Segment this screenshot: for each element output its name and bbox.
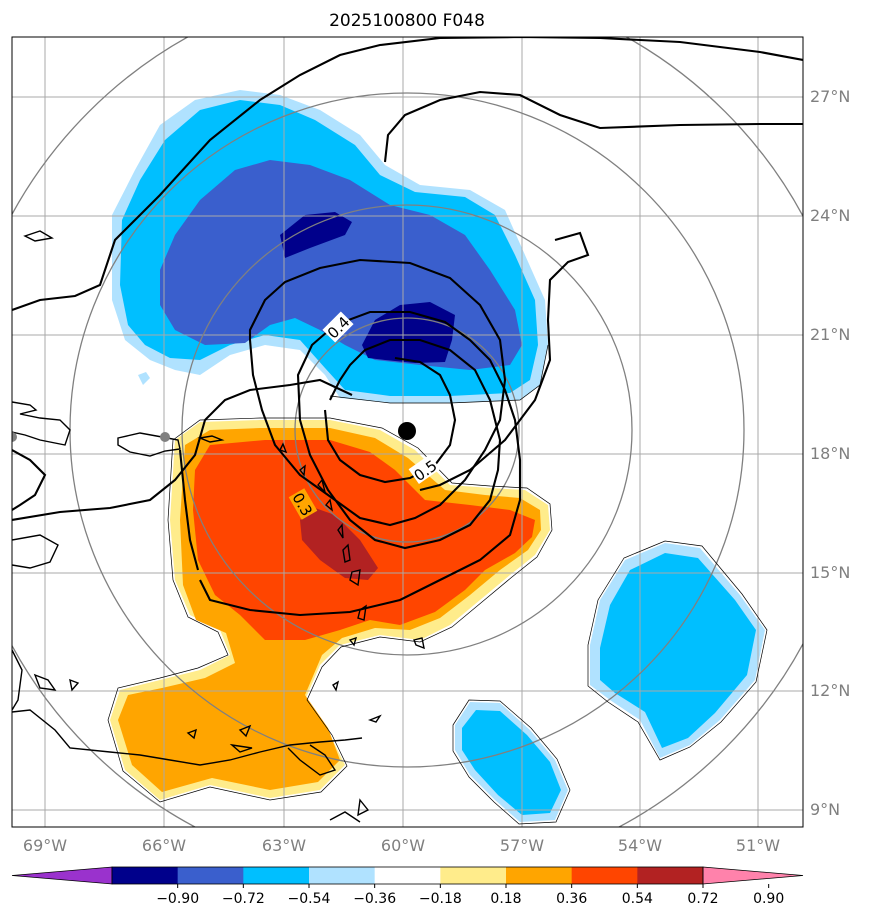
y-tick-label: 27°N xyxy=(810,87,850,106)
plot-area: 0.4 0.5 0.3 xyxy=(12,37,803,827)
y-tick-label: 15°N xyxy=(810,563,850,582)
x-tick-label: 69°W xyxy=(23,836,67,855)
colorbar-segment xyxy=(506,867,573,884)
colorbar-segment xyxy=(309,867,376,884)
chart-title: 2025100800 F048 xyxy=(329,11,485,31)
colorbar-tick-label: −0.54 xyxy=(288,891,331,907)
colorbar-tick-label: −0.18 xyxy=(419,891,462,907)
colorbar-segment xyxy=(243,867,310,884)
colorbar-tick-label: −0.90 xyxy=(156,891,199,907)
colorbar-segment xyxy=(440,867,507,884)
plot-frame xyxy=(11,36,804,828)
y-tick-label: 21°N xyxy=(810,325,850,344)
colorbar-tick-label: 0.54 xyxy=(622,891,653,907)
x-axis-ticks: 69°W 66°W 63°W 60°W 57°W 54°W 51°W xyxy=(23,836,780,855)
colorbar-tick-label: 0.90 xyxy=(753,891,784,907)
colorbar-segment xyxy=(571,867,638,884)
colorbar: −0.90 −0.72 −0.54 −0.36 −0.18 0.18 0.36 0.54 0.7… xyxy=(11,866,804,907)
shade-outlines xyxy=(107,344,768,825)
neg-region-core-north xyxy=(280,212,352,258)
x-tick-label: 66°W xyxy=(142,836,186,855)
y-tick-label: 12°N xyxy=(810,681,850,700)
colorbar-segment xyxy=(177,867,244,884)
colorbar-segment xyxy=(112,867,179,884)
x-tick-label: 60°W xyxy=(381,836,425,855)
pos-region-red xyxy=(193,440,535,640)
colorbar-tick-label: −0.36 xyxy=(353,891,396,907)
y-axis-ticks: 9°N 12°N 15°N 18°N 21°N 24°N 27°N xyxy=(810,87,850,819)
colorbar-tick-label: 0.18 xyxy=(490,891,521,907)
y-tick-label: 24°N xyxy=(810,206,850,225)
storm-center-marker xyxy=(398,422,416,440)
colorbar-tick-label: 0.36 xyxy=(556,891,587,907)
secondary-marker xyxy=(160,432,170,442)
x-tick-label: 54°W xyxy=(618,836,662,855)
colorbar-segment xyxy=(637,867,704,884)
colorbar-frame xyxy=(111,866,704,885)
colorbar-tick-label: −0.72 xyxy=(222,891,265,907)
edge-marker xyxy=(12,432,17,442)
neg-region-east xyxy=(600,553,756,748)
gridlines xyxy=(12,37,803,827)
x-tick-label: 51°W xyxy=(736,836,780,855)
x-tick-label: 57°W xyxy=(500,836,544,855)
y-tick-label: 9°N xyxy=(810,800,840,819)
y-tick-label: 18°N xyxy=(810,444,850,463)
colorbar-extend-high xyxy=(702,866,804,885)
colorbar-tick-label: 0.72 xyxy=(687,891,718,907)
x-tick-label: 63°W xyxy=(262,836,306,855)
coastlines xyxy=(12,230,425,823)
neg-region-southeast xyxy=(462,710,561,815)
colorbar-extend-low xyxy=(11,866,113,885)
neg-region-light-isolated xyxy=(138,372,150,385)
pos-region-core xyxy=(300,508,378,580)
colorbar-segment xyxy=(374,867,441,884)
